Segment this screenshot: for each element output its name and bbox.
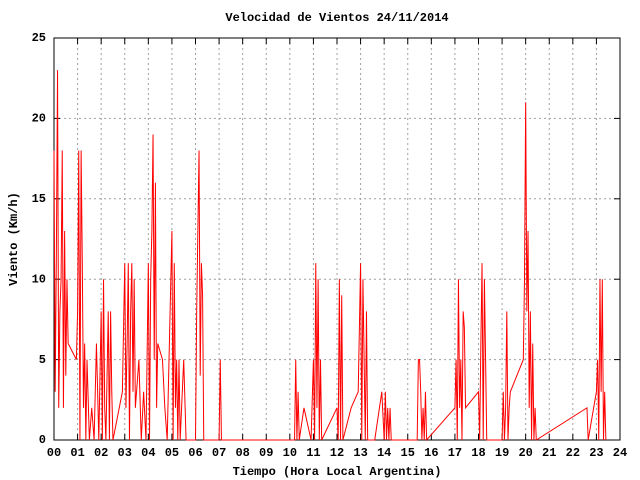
wind-line	[53, 70, 607, 442]
x-tick-label: 18	[471, 446, 485, 460]
x-tick-label: 02	[94, 446, 108, 460]
y-tick-label: 5	[39, 353, 46, 367]
y-tick-label: 25	[32, 31, 46, 45]
x-tick-label: 20	[518, 446, 532, 460]
x-tick-label: 14	[377, 446, 391, 460]
y-tick-label: 15	[32, 192, 46, 206]
x-tick-label: 08	[235, 446, 249, 460]
x-tick-label: 13	[353, 446, 367, 460]
x-tick-label: 07	[212, 446, 226, 460]
x-tick-label: 23	[589, 446, 603, 460]
chart-title: Velocidad de Vientos 24/11/2014	[225, 11, 448, 25]
x-tick-label: 22	[566, 446, 580, 460]
x-tick-label: 15	[401, 446, 415, 460]
x-tick-label: 19	[495, 446, 509, 460]
x-tick-label: 10	[283, 446, 297, 460]
x-tick-label: 05	[165, 446, 179, 460]
x-tick-label: 12	[330, 446, 344, 460]
x-tick-label: 17	[448, 446, 462, 460]
x-tick-label: 11	[306, 446, 320, 460]
x-tick-label: 01	[70, 446, 84, 460]
y-tick-label: 0	[39, 433, 46, 447]
x-tick-label: 21	[542, 446, 556, 460]
y-axis-label: Viento (Km/h)	[7, 192, 21, 286]
x-tick-label: 16	[424, 446, 438, 460]
x-tick-label: 03	[118, 446, 132, 460]
x-tick-label: 00	[47, 446, 61, 460]
y-tick-label: 20	[32, 112, 46, 126]
x-tick-label: 04	[141, 446, 155, 460]
y-tick-label: 10	[32, 272, 46, 286]
x-tick-label: 24	[613, 446, 627, 460]
x-axis-label: Tiempo (Hora Local Argentina)	[233, 465, 442, 479]
x-tick-label: 06	[188, 446, 202, 460]
x-tick-label: 09	[259, 446, 273, 460]
